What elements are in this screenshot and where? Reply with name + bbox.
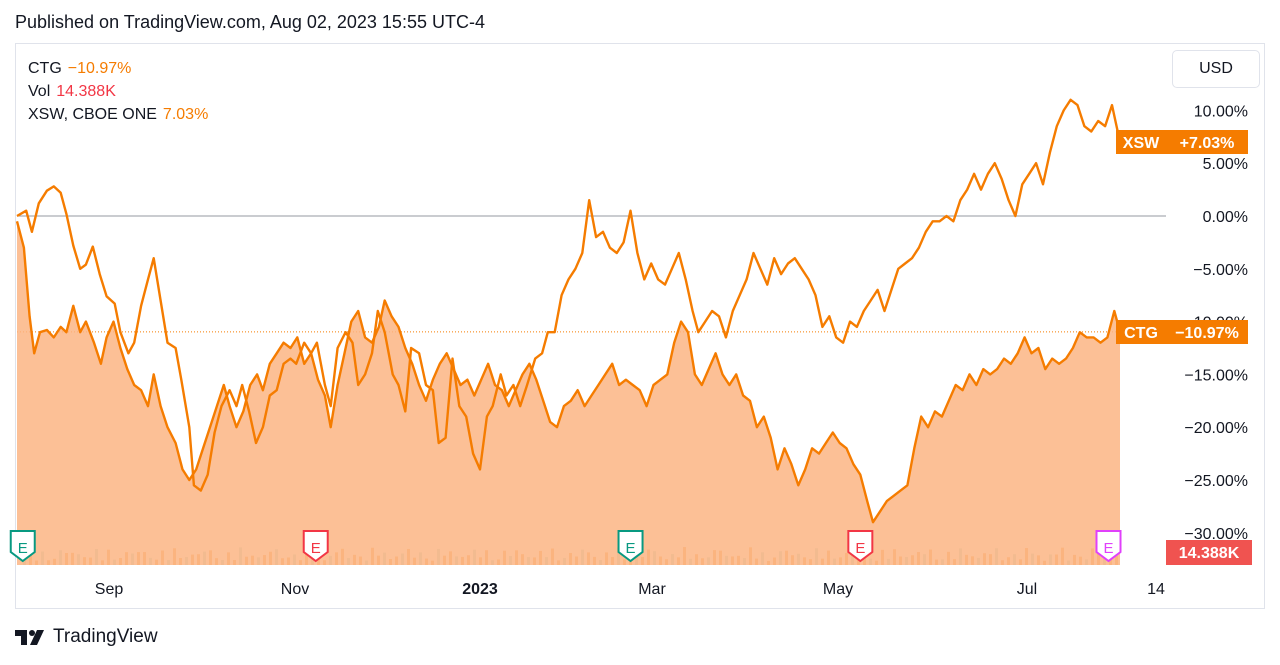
legend-vol-name: Vol bbox=[28, 83, 51, 100]
series-ctg-line[interactable] bbox=[15, 220, 1122, 524]
legend-row-vol[interactable]: Vol 14.388K bbox=[28, 80, 208, 103]
y-tick-label: 10.00% bbox=[1194, 103, 1248, 120]
badge-value: +7.03% bbox=[1180, 135, 1235, 152]
earnings-marker-icon[interactable]: E bbox=[617, 530, 644, 563]
y-tick-label: −30.00% bbox=[1184, 526, 1248, 543]
currency-button[interactable]: USD bbox=[1172, 50, 1260, 88]
chart-frame bbox=[15, 43, 1265, 609]
ctg-price-badge: CTG −10.97% bbox=[1116, 320, 1248, 344]
x-tick-label: Jul bbox=[1017, 581, 1037, 598]
x-tick-label: 14 bbox=[1147, 581, 1165, 598]
earnings-marker-shape bbox=[9, 530, 36, 563]
y-tick-label: −20.00% bbox=[1184, 420, 1248, 437]
badge-value-bg bbox=[1166, 130, 1248, 154]
badge-name-bg bbox=[1116, 320, 1166, 344]
legend-vol-value: 14.388K bbox=[56, 83, 116, 100]
y-tick-label: 0.00% bbox=[1203, 209, 1248, 226]
earnings-marker-label: E bbox=[1104, 540, 1114, 557]
tradingview-logo-icon bbox=[15, 630, 44, 645]
earnings-marker-icon[interactable]: E bbox=[847, 530, 874, 563]
y-tick-label: −25.00% bbox=[1184, 473, 1248, 490]
earnings-marker-label: E bbox=[626, 540, 636, 557]
x-tick-label: Nov bbox=[281, 581, 309, 598]
badge-name: XSW bbox=[1123, 135, 1160, 152]
badge-value-bg bbox=[1166, 320, 1248, 344]
x-tick-label: Sep bbox=[95, 581, 124, 598]
volume-badge-bg bbox=[1166, 540, 1252, 565]
badge-name: CTG bbox=[1124, 325, 1158, 342]
y-tick-label: −5.00% bbox=[1193, 262, 1248, 279]
legend-ctg-name: CTG bbox=[28, 60, 62, 77]
x-tick-label: May bbox=[823, 581, 853, 598]
legend-row-xsw[interactable]: XSW, CBOE ONE 7.03% bbox=[28, 103, 208, 126]
series-xsw-line[interactable] bbox=[16, 98, 1122, 492]
xsw-price-badge: XSW +7.03% bbox=[1116, 130, 1248, 154]
earnings-marker-label: E bbox=[18, 540, 28, 557]
legend-xsw-value: 7.03% bbox=[162, 106, 209, 123]
published-caption: Published on TradingView.com, Aug 02, 20… bbox=[15, 12, 485, 32]
x-tick-label: Mar bbox=[638, 581, 666, 598]
badge-name-bg bbox=[1116, 130, 1166, 154]
badge-value: −10.97% bbox=[1175, 325, 1239, 342]
earnings-marker-shape bbox=[302, 530, 329, 563]
earnings-marker-shape bbox=[847, 530, 874, 563]
earnings-marker-shape bbox=[1095, 530, 1122, 563]
earnings-marker-label: E bbox=[311, 540, 321, 557]
x-tick-label: 2023 bbox=[462, 581, 498, 598]
series-ctg-area bbox=[17, 221, 1120, 566]
volume-badge-value: 14.388K bbox=[1179, 545, 1240, 562]
tradingview-brand[interactable]: TradingView bbox=[15, 626, 158, 648]
y-tick-label: 5.00% bbox=[1203, 156, 1248, 173]
legend-row-ctg[interactable]: CTG −10.97% bbox=[28, 57, 208, 80]
legend-xsw-name: XSW, CBOE ONE bbox=[28, 106, 157, 123]
earnings-marker-icon[interactable]: E bbox=[9, 530, 36, 563]
y-tick-label: −15.00% bbox=[1184, 367, 1248, 384]
earnings-marker-label: E bbox=[855, 540, 865, 557]
earnings-marker-shape bbox=[617, 530, 644, 563]
volume-badge: 14.388K bbox=[1166, 540, 1252, 565]
brand-name: TradingView bbox=[53, 626, 158, 647]
earnings-marker-icon[interactable]: E bbox=[302, 530, 329, 563]
earnings-marker-icon[interactable]: E bbox=[1095, 530, 1122, 563]
chart-legend: CTG −10.97% Vol 14.388K XSW, CBOE ONE 7.03% bbox=[28, 57, 208, 126]
legend-ctg-value: −10.97% bbox=[67, 60, 132, 77]
